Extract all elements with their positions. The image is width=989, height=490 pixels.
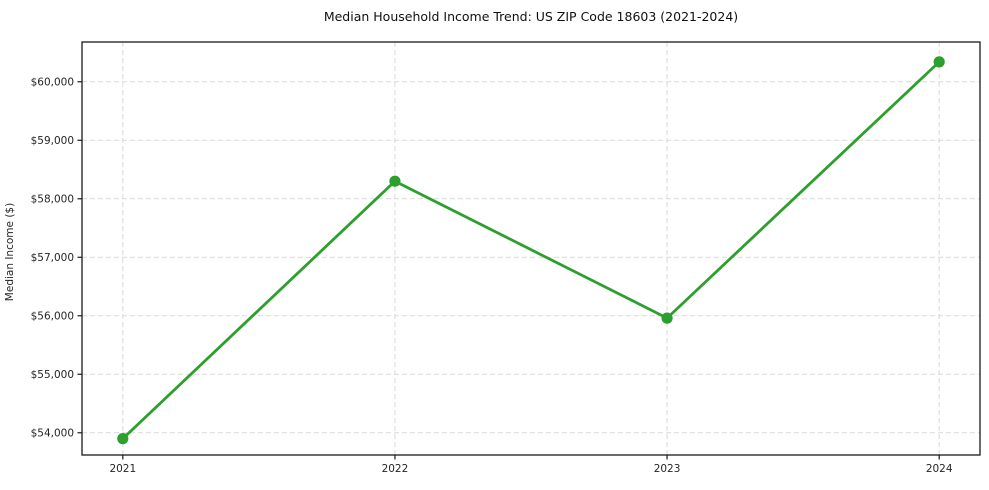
x-tick-label: 2021	[109, 463, 136, 475]
x-tick-label: 2023	[654, 463, 681, 475]
y-tick-label: $60,000	[31, 76, 74, 88]
y-tick-label: $57,000	[31, 252, 74, 264]
data-point	[661, 312, 673, 324]
y-tick-label: $56,000	[31, 310, 74, 322]
x-tick-label: 2024	[926, 463, 953, 475]
plot-border	[81, 41, 981, 456]
y-tick-label: $55,000	[31, 369, 74, 381]
data-point	[933, 56, 945, 68]
chart-render-layer: $54,000 $55,000 $56,000 $57,000 $58,000 $59,0…	[31, 41, 981, 475]
y-tick-label: $54,000	[31, 427, 74, 439]
y-axis-label: Median Income ($)	[4, 203, 16, 301]
data-point	[389, 175, 401, 187]
y-tick-label: $58,000	[31, 193, 74, 205]
chart-title: Median Household Income Trend: US ZIP Co…	[324, 9, 738, 24]
y-tick-label: $59,000	[31, 135, 74, 147]
x-tick-label: 2022	[382, 463, 409, 475]
data-point	[117, 433, 129, 445]
trend-line	[121, 60, 941, 441]
